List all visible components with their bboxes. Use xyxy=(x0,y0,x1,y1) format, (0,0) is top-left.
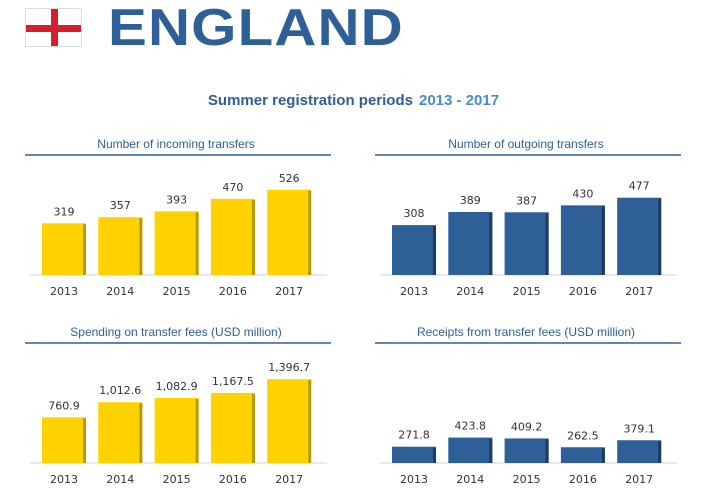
bar xyxy=(267,189,312,275)
data-label: 430 xyxy=(572,187,593,200)
bar xyxy=(504,212,549,275)
chart-receipts-fees: Receipts from transfer fees (USD million… xyxy=(375,325,681,486)
england-flag-icon xyxy=(25,8,82,47)
bar xyxy=(98,402,143,463)
data-label: 387 xyxy=(516,194,537,207)
data-label: 423.8 xyxy=(455,420,487,433)
data-label: 526 xyxy=(279,172,300,185)
bar-shade xyxy=(545,439,549,463)
bar xyxy=(267,379,312,463)
bar-shade xyxy=(251,199,255,275)
data-label: 262.5 xyxy=(567,429,599,442)
chart-title: Number of outgoing transfers xyxy=(448,137,603,151)
data-label: 760.9 xyxy=(48,399,80,412)
subtitle-text: Summer registration periods xyxy=(207,92,413,109)
chart-title: Receipts from transfer fees (USD million… xyxy=(417,325,635,339)
bar xyxy=(42,417,86,463)
chart-outgoing-transfers: Number of outgoing transfers 308 2013 389 20… xyxy=(375,137,681,298)
data-label: 1,012.6 xyxy=(99,384,141,397)
bar-shade xyxy=(601,206,605,275)
data-label: 271.8 xyxy=(398,429,430,442)
bar-shade xyxy=(308,380,312,463)
bar-shade xyxy=(601,448,605,463)
bar-shade xyxy=(489,212,493,275)
bar-shade xyxy=(195,212,199,275)
data-label: 319 xyxy=(54,205,75,218)
x-tick-label: 2017 xyxy=(625,473,653,486)
data-label: 1,082.9 xyxy=(156,380,198,393)
x-tick-label: 2013 xyxy=(50,285,78,298)
x-tick-label: 2015 xyxy=(163,473,191,486)
data-label: 357 xyxy=(110,199,131,212)
bar xyxy=(617,440,662,463)
x-tick-label: 2016 xyxy=(569,285,597,298)
bar-shade xyxy=(195,399,199,463)
x-tick-label: 2016 xyxy=(219,473,247,486)
bar-shade xyxy=(139,403,143,463)
bar xyxy=(392,446,436,463)
chart-incoming-transfers: Number of incoming transfers 319 2013 357 20… xyxy=(25,137,331,298)
data-label: 477 xyxy=(629,180,650,193)
bar xyxy=(448,437,493,463)
x-tick-label: 2017 xyxy=(275,285,303,298)
bar-shade xyxy=(251,393,255,463)
bar-shade xyxy=(545,213,549,275)
bar-shade xyxy=(83,224,86,275)
bar xyxy=(448,211,493,275)
data-label: 379.1 xyxy=(623,422,655,435)
x-tick-label: 2015 xyxy=(163,285,191,298)
bar xyxy=(154,211,199,275)
page-subtitle: Summer registration periods 2013 - 2017 xyxy=(0,92,707,109)
bar-shade xyxy=(658,198,662,275)
chart-title: Spending on transfer fees (USD million) xyxy=(70,325,281,339)
subtitle-period: 2013 - 2017 xyxy=(418,92,500,109)
bar xyxy=(504,438,549,463)
bar-shade xyxy=(139,218,143,275)
data-label: 1,396.7 xyxy=(268,361,310,374)
data-label: 393 xyxy=(166,193,187,206)
x-tick-label: 2014 xyxy=(106,285,134,298)
bar xyxy=(210,392,255,463)
x-tick-label: 2013 xyxy=(400,473,428,486)
country-title: ENGLAND xyxy=(108,0,404,57)
x-tick-label: 2013 xyxy=(50,473,78,486)
bar xyxy=(98,217,143,275)
x-tick-label: 2014 xyxy=(106,473,134,486)
bar-shade xyxy=(658,441,662,463)
bar-shade xyxy=(489,438,493,463)
x-tick-label: 2016 xyxy=(219,285,247,298)
bar-shade xyxy=(433,447,436,463)
bar xyxy=(560,205,605,275)
data-label: 470 xyxy=(222,181,243,194)
bar-shade xyxy=(308,190,312,275)
bar-shade xyxy=(433,226,436,275)
bar-shade xyxy=(83,418,86,463)
x-tick-label: 2015 xyxy=(513,473,541,486)
chart-spending-fees: Spending on transfer fees (USD million) 7… xyxy=(25,325,331,486)
x-tick-label: 2013 xyxy=(400,285,428,298)
bar xyxy=(392,225,436,275)
bar xyxy=(154,398,199,463)
bar xyxy=(210,198,255,275)
data-label: 409.2 xyxy=(511,420,542,433)
x-tick-label: 2017 xyxy=(625,285,653,298)
bar xyxy=(42,223,86,275)
x-tick-label: 2015 xyxy=(513,285,541,298)
x-tick-label: 2017 xyxy=(275,473,303,486)
x-tick-label: 2016 xyxy=(569,473,597,486)
data-label: 389 xyxy=(460,194,481,207)
bar xyxy=(560,447,605,463)
x-tick-label: 2014 xyxy=(456,473,484,486)
data-label: 1,167.5 xyxy=(212,375,254,388)
x-tick-label: 2014 xyxy=(456,285,484,298)
data-label: 308 xyxy=(404,207,425,220)
bar xyxy=(617,197,662,275)
chart-title: Number of incoming transfers xyxy=(97,137,254,151)
